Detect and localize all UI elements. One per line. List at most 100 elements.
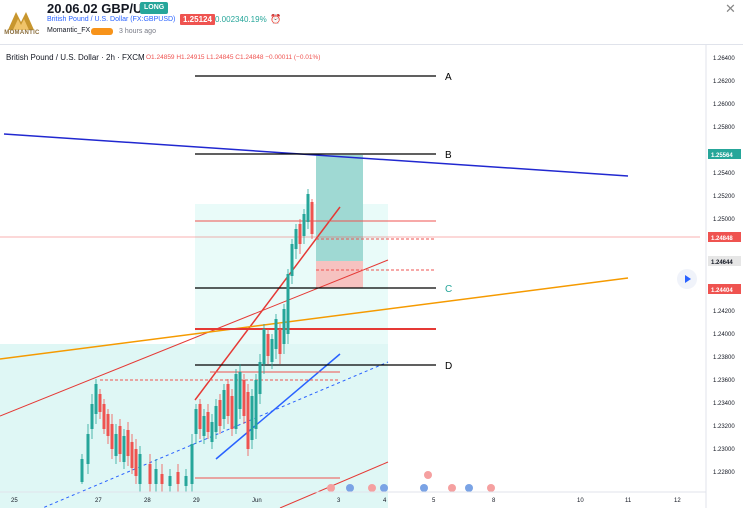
event-flag-icon — [368, 484, 376, 492]
event-flag-icon — [327, 484, 335, 492]
candle-body — [262, 329, 266, 364]
candle-body — [80, 459, 84, 482]
candle-body — [246, 392, 250, 449]
logo-text: MOMANTIC — [4, 30, 40, 36]
candle-body — [160, 474, 164, 484]
candle-body — [266, 334, 270, 356]
price-change: 0.00234 — [215, 15, 244, 24]
candle-body — [254, 380, 258, 429]
candle-body — [176, 472, 180, 484]
time-tick: 5 — [432, 498, 436, 504]
candle-body — [110, 424, 114, 449]
candle-body — [126, 430, 130, 456]
price-tick: 1.26400 — [713, 56, 735, 62]
label-d: D — [445, 361, 452, 372]
candle-body — [86, 434, 90, 464]
candle-body — [154, 469, 158, 484]
price-tick: 1.23000 — [713, 447, 735, 453]
event-flag-icon — [424, 471, 432, 479]
candle-body — [234, 374, 238, 429]
candle-body — [218, 400, 222, 426]
event-flag-icon — [448, 484, 456, 492]
candle-body — [114, 434, 118, 456]
author-badge — [91, 28, 113, 35]
candle-body — [106, 414, 110, 436]
candle-body — [148, 464, 152, 484]
symbol-link[interactable]: British Pound / U.S. Dollar (FX:GBPUSD) — [47, 16, 176, 23]
tag-current: 1.25564 — [711, 153, 733, 159]
event-flag-icon — [346, 484, 354, 492]
price-tick: 1.25400 — [713, 171, 735, 177]
price-tick: 1.23200 — [713, 424, 735, 430]
candle-body — [98, 394, 102, 412]
level-labels: A B C D — [445, 72, 452, 372]
idea-title: 20.06.02 GBP/USD — [47, 1, 161, 16]
candle-body — [94, 384, 98, 414]
price-tick: 1.23600 — [713, 378, 735, 384]
candle-body — [206, 412, 210, 432]
tag-mid: 1.24644 — [711, 260, 733, 266]
label-b: B — [445, 150, 452, 161]
long-badge: LONG — [140, 2, 169, 14]
time-axis[interactable]: 25 27 28 29 Jun 3 4 5 8 10 11 12 — [11, 498, 681, 504]
price-change-percent: 0.19% — [244, 15, 267, 24]
candle-body — [298, 224, 302, 244]
candlestick-series — [80, 189, 314, 492]
candle-body — [202, 416, 206, 436]
price-tick: 1.22800 — [713, 470, 735, 476]
candle-body — [242, 380, 246, 416]
candle-body — [302, 214, 306, 236]
candle-body — [214, 406, 218, 432]
time-tick: 29 — [193, 498, 200, 504]
ohlc-values: O1.24859 H1.24915 L1.24845 C1.24848 −0.0… — [146, 54, 321, 61]
blue-trendline[interactable] — [3, 133, 629, 177]
candle-body — [286, 274, 290, 334]
published-time: 3 hours ago — [119, 28, 156, 35]
candle-body — [270, 339, 274, 362]
time-tick: 3 — [337, 498, 341, 504]
candle-body — [290, 244, 294, 276]
orange-trendline[interactable] — [0, 277, 629, 360]
event-flag-icon — [487, 484, 495, 492]
chart-area[interactable] — [0, 44, 743, 508]
chart-canvas[interactable]: A B C D 1.26400 1.26200 1.26000 1.25800 1.25… — [0, 44, 743, 508]
tag-level: 1.24404 — [711, 288, 733, 294]
tag-last: 1.24848 — [711, 236, 733, 242]
event-icons[interactable] — [327, 471, 495, 492]
candle-body — [122, 436, 126, 462]
time-tick: 11 — [625, 498, 632, 504]
candle-body — [250, 396, 254, 440]
candle-body — [210, 422, 214, 442]
candle-body — [190, 444, 194, 484]
price-axis[interactable]: 1.26400 1.26200 1.26000 1.25800 1.25400 1.252… — [713, 56, 735, 476]
price-tick: 1.25800 — [713, 125, 735, 131]
time-tick: Jun — [252, 498, 262, 504]
alarm-clock-icon[interactable]: ⏰ — [270, 14, 282, 24]
candle-body — [130, 442, 134, 468]
candle-body — [184, 476, 188, 486]
play-button[interactable] — [677, 269, 697, 289]
price-tick: 1.25000 — [713, 217, 735, 223]
price-tick: 1.26000 — [713, 102, 735, 108]
event-flag-icon — [380, 484, 388, 492]
price-tick: 1.24200 — [713, 309, 735, 315]
time-tick: 10 — [577, 498, 584, 504]
candle-body — [230, 396, 234, 429]
candle-body — [138, 454, 142, 484]
price-tags: 1.25564 1.24848 1.24644 1.24404 — [708, 149, 741, 294]
close-icon[interactable]: ✕ — [725, 1, 736, 16]
price-badge: 1.25124 — [180, 14, 215, 25]
time-tick: 12 — [674, 498, 681, 504]
author-name[interactable]: Momantic_FX — [47, 27, 91, 34]
candle-body — [118, 426, 122, 454]
candle-body — [226, 384, 230, 416]
candle-body — [278, 329, 282, 354]
candle-body — [90, 404, 94, 429]
candle-body — [310, 202, 314, 234]
price-tick: 1.24000 — [713, 332, 735, 338]
label-a: A — [445, 72, 452, 83]
price-tick: 1.25200 — [713, 194, 735, 200]
time-tick: 28 — [144, 498, 151, 504]
horizontal-levels[interactable] — [0, 75, 700, 479]
candle-body — [238, 372, 242, 409]
